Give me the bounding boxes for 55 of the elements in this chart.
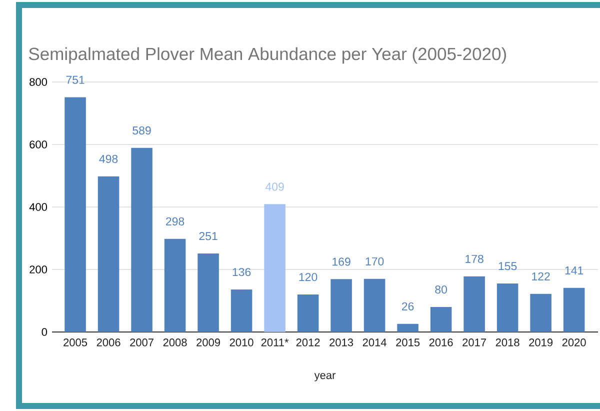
x-tick-label: 2009 <box>196 338 220 346</box>
bar <box>496 284 518 332</box>
data-label: 178 <box>466 254 484 263</box>
x-tick-label: 2006 <box>96 338 120 346</box>
data-label: 155 <box>498 262 517 270</box>
bar <box>563 288 585 332</box>
bar <box>164 238 186 332</box>
bar <box>330 279 352 332</box>
data-label: 498 <box>99 154 118 163</box>
x-tick-label: 2008 <box>163 338 187 346</box>
x-tick-label: 2012 <box>296 338 320 346</box>
x-tick-label: 2010 <box>230 338 254 346</box>
bar <box>198 254 219 332</box>
y-tick-label: 0 <box>42 328 48 336</box>
x-tick-label: 2019 <box>529 338 553 346</box>
x-tick-label: 2013 <box>330 338 354 346</box>
x-tick-label: 2020 <box>562 338 586 346</box>
bar <box>397 324 418 332</box>
x-tick-label: 2018 <box>496 338 520 346</box>
data-label: 136 <box>232 268 251 276</box>
x-tick-label: 2016 <box>429 338 453 346</box>
data-label: 251 <box>199 232 218 240</box>
bar <box>297 294 319 332</box>
x-tick-label: 2014 <box>362 338 386 346</box>
bar <box>64 97 86 332</box>
y-tick-label: 600 <box>30 140 48 148</box>
bar <box>464 276 485 332</box>
y-tick-label: 800 <box>30 78 48 86</box>
x-tick-label: 2017 <box>462 338 486 346</box>
bar <box>230 289 252 332</box>
data-label: 169 <box>332 258 350 266</box>
chart-title: Semipalmated Plover Mean Abundance per Year (2005-2020) <box>29 47 506 64</box>
data-label: 298 <box>166 217 184 226</box>
data-label: 120 <box>299 272 318 282</box>
bar <box>264 204 286 332</box>
bar <box>430 306 452 332</box>
bar <box>131 148 152 332</box>
x-tick-label: 2005 <box>64 338 88 346</box>
data-label: 141 <box>565 266 584 274</box>
data-label: 122 <box>532 272 550 280</box>
data-label: 26 <box>402 302 414 310</box>
data-label: 409 <box>265 182 284 191</box>
y-tick-label: 200 <box>30 266 48 274</box>
x-axis-title: year <box>314 373 336 382</box>
x-tick-label: 2011* <box>261 338 289 346</box>
x-tick-label: 2015 <box>396 338 420 346</box>
data-label: 170 <box>366 257 384 266</box>
bar <box>530 294 552 332</box>
x-tick-label: 2007 <box>130 338 154 346</box>
data-label: 589 <box>132 126 151 135</box>
data-label: 751 <box>66 76 84 84</box>
y-tick-label: 400 <box>29 203 48 211</box>
data-label: 80 <box>435 285 447 294</box>
bar <box>98 176 120 332</box>
bar <box>364 278 386 332</box>
